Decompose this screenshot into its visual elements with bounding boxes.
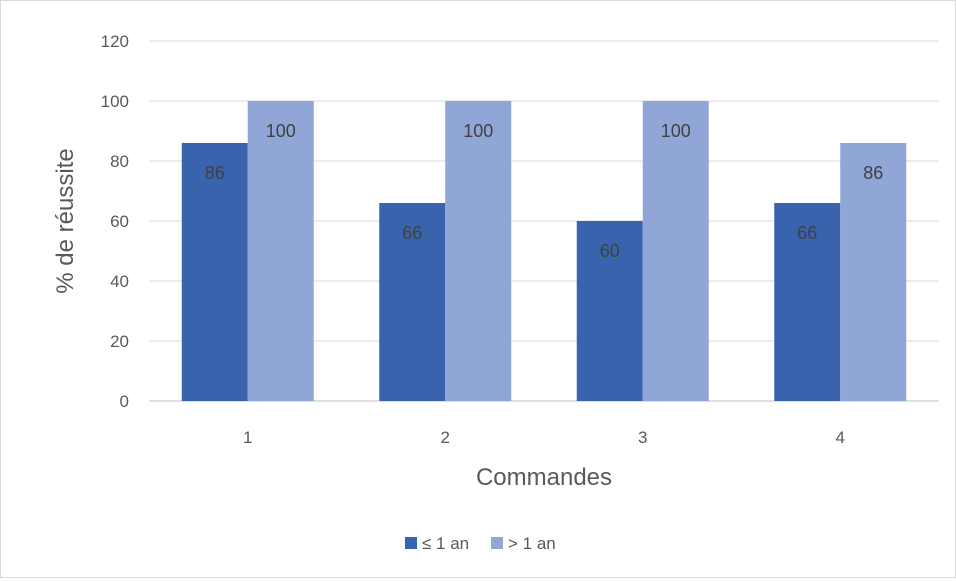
data-label: 60 xyxy=(600,241,620,261)
bar-series-1-cat-4 xyxy=(774,203,841,401)
bar-series-2-cat-2 xyxy=(445,101,512,401)
x-tick-label: 4 xyxy=(836,428,845,447)
x-axis-title: Commandes xyxy=(476,464,612,491)
bar-series-2-cat-4 xyxy=(840,143,907,401)
legend-item: > 1 an xyxy=(491,534,556,553)
bar-series-1-cat-3 xyxy=(576,221,643,401)
y-axis-ticks: 0 20 40 60 80 100 120 xyxy=(101,32,129,411)
x-tick-label: 1 xyxy=(243,428,252,447)
bar-series-1-cat-1 xyxy=(181,143,248,401)
data-label: 66 xyxy=(402,223,422,243)
legend-label: > 1 an xyxy=(508,534,556,553)
y-tick-label: 120 xyxy=(101,32,129,51)
y-tick-label: 20 xyxy=(110,332,129,351)
data-labels: 86 100 66 100 60 100 66 86 xyxy=(205,121,884,261)
x-axis-ticks: 1 2 3 4 xyxy=(243,428,845,447)
bars xyxy=(181,101,907,401)
y-tick-label: 0 xyxy=(120,392,129,411)
x-tick-label: 3 xyxy=(638,428,647,447)
legend: ≤ 1 an > 1 an xyxy=(405,534,556,553)
data-label: 86 xyxy=(205,163,225,183)
data-label: 100 xyxy=(661,121,691,141)
data-label: 86 xyxy=(863,163,883,183)
data-label: 100 xyxy=(463,121,493,141)
x-tick-label: 2 xyxy=(441,428,450,447)
legend-swatch xyxy=(405,537,417,549)
y-axis-title: % de réussite xyxy=(52,148,79,293)
legend-swatch xyxy=(491,537,503,549)
y-tick-label: 60 xyxy=(110,212,129,231)
bar-series-2-cat-1 xyxy=(247,101,314,401)
data-label: 100 xyxy=(266,121,296,141)
legend-label: ≤ 1 an xyxy=(422,534,469,553)
bar-series-1-cat-2 xyxy=(379,203,446,401)
y-tick-label: 100 xyxy=(101,92,129,111)
y-tick-label: 40 xyxy=(110,272,129,291)
bar-series-2-cat-3 xyxy=(642,101,709,401)
y-tick-label: 80 xyxy=(110,152,129,171)
legend-item: ≤ 1 an xyxy=(405,534,469,553)
data-label: 66 xyxy=(797,223,817,243)
